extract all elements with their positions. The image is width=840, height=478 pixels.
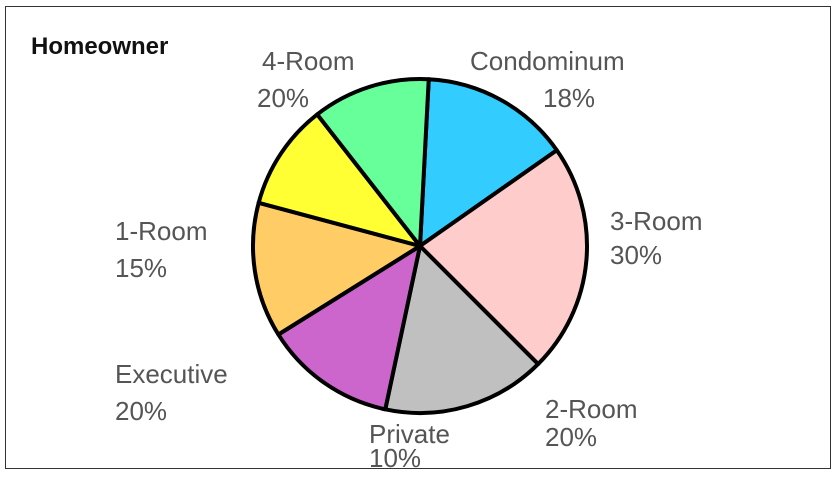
label-3-room: 3-Room [610,206,702,236]
value-condominum: 18% [543,83,595,113]
label-4-room: 4-Room [262,46,354,76]
value-private: 10% [369,443,421,473]
label-executive: Executive [115,359,228,389]
value-4-room: 20% [257,83,309,113]
value-1-room: 15% [115,253,167,283]
label-1-room: 1-Room [115,216,207,246]
value-2-room: 20% [545,422,597,452]
value-3-room: 30% [610,240,662,270]
value-executive: 20% [115,396,167,426]
label-2-room: 2-Room [545,394,637,424]
label-condominum: Condominum [470,46,625,76]
